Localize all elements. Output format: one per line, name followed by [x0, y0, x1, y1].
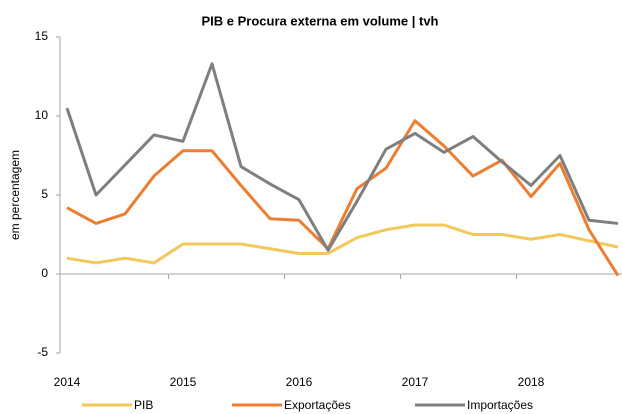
series-line [66, 223, 619, 265]
x-tick-label: 2015 [170, 375, 197, 389]
x-tick-label: 2014 [54, 375, 81, 389]
y-tick-label: 15 [35, 29, 49, 43]
chart-title: PIB e Procura externa em volume | tvh [201, 13, 438, 28]
legend-label: Importações [467, 398, 533, 412]
legend-label: Exportações [284, 398, 351, 412]
x-tick-label: 2018 [518, 375, 545, 389]
y-axis-label: em percentagem [8, 150, 22, 240]
x-tick-label: 2017 [402, 375, 429, 389]
x-tick-label: 2016 [286, 375, 313, 389]
series-line [65, 62, 619, 252]
y-tick-label: 0 [41, 266, 48, 280]
y-tick-label: 5 [41, 187, 48, 201]
y-tick-label: 10 [35, 108, 49, 122]
y-tick-label: -5 [37, 345, 48, 359]
series-line [66, 119, 620, 277]
legend-label: PIB [134, 398, 153, 412]
